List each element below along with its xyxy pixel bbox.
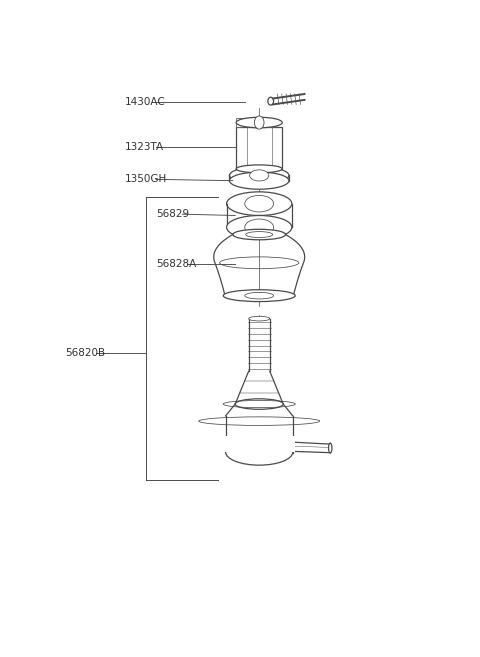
Ellipse shape (328, 443, 332, 453)
Bar (236, 118, 244, 127)
Ellipse shape (229, 167, 289, 184)
Ellipse shape (245, 219, 274, 236)
Ellipse shape (233, 229, 286, 240)
Ellipse shape (249, 316, 270, 321)
Ellipse shape (235, 399, 283, 409)
Ellipse shape (245, 195, 274, 212)
Ellipse shape (245, 292, 274, 299)
Ellipse shape (223, 290, 295, 302)
Ellipse shape (246, 232, 273, 238)
Bar (267, 118, 275, 127)
Ellipse shape (236, 117, 282, 127)
Bar (236, 127, 282, 169)
Ellipse shape (227, 215, 292, 239)
Text: 56828A: 56828A (156, 259, 196, 269)
Text: 56820B: 56820B (65, 348, 105, 359)
Ellipse shape (229, 172, 289, 189)
Bar (223, 436, 295, 452)
Ellipse shape (227, 192, 292, 215)
Text: 1350GH: 1350GH (125, 174, 167, 185)
Ellipse shape (250, 170, 269, 181)
Ellipse shape (226, 439, 293, 465)
Text: 56829: 56829 (156, 209, 189, 219)
Text: 1323TA: 1323TA (125, 141, 164, 152)
Circle shape (254, 116, 264, 129)
Bar (252, 118, 259, 127)
Ellipse shape (236, 165, 282, 173)
Text: 1430AC: 1430AC (125, 97, 166, 107)
